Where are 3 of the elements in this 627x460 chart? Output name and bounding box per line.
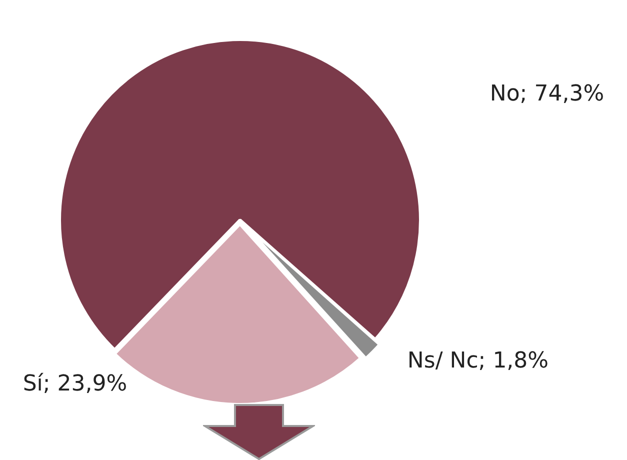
- slice-label: No; 74,3%: [490, 82, 604, 107]
- slice-label: Ns/ Nc; 1,8%: [407, 348, 549, 374]
- slice-label: Sí; 23,9%: [22, 372, 128, 397]
